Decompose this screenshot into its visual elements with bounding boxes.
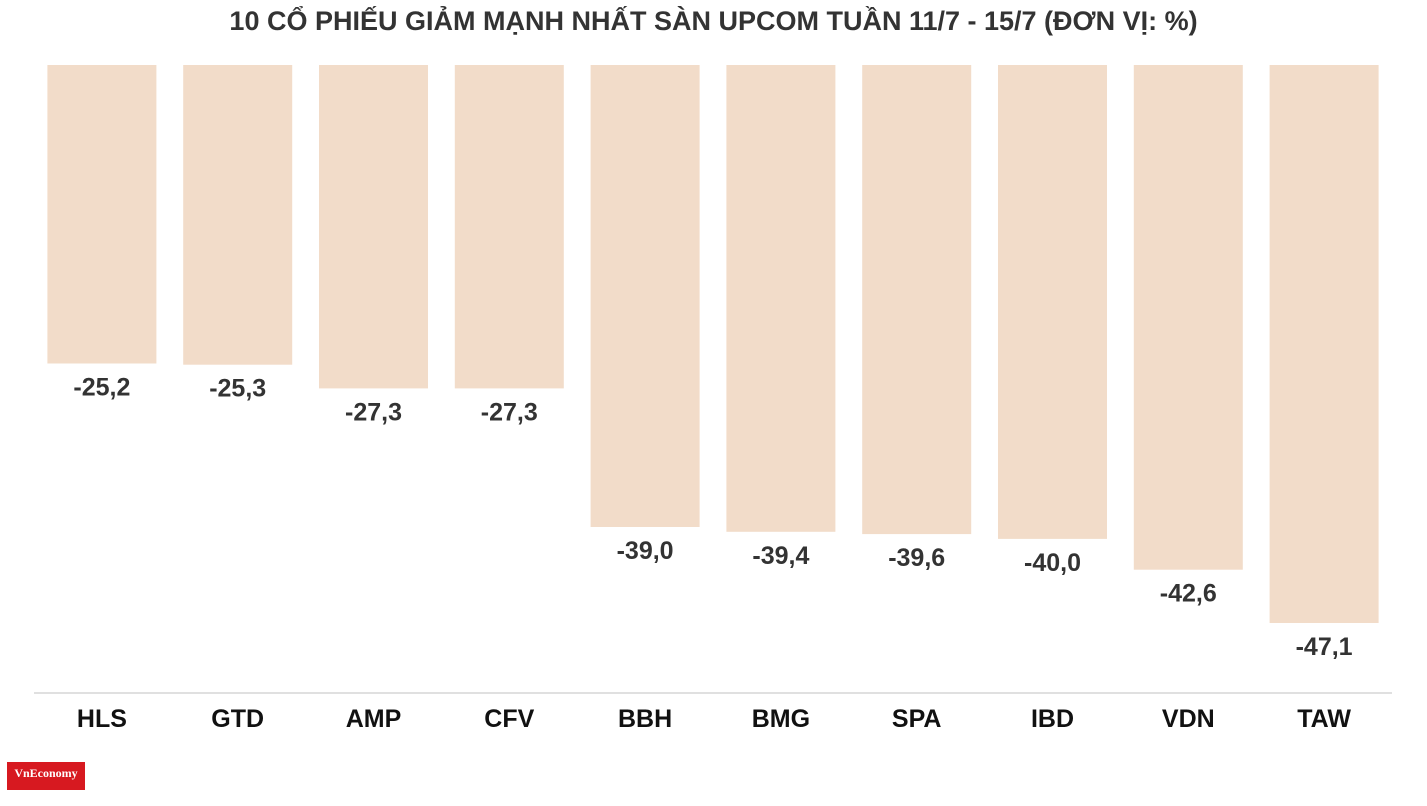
bar-gtd bbox=[183, 65, 293, 365]
bar-vdn bbox=[1133, 65, 1243, 570]
value-labels-layer: -25,2 -25,3 -27,3 -27,3 -39,0 -39,4 -39,6 -40,0… bbox=[73, 374, 1352, 662]
value-label-gtd: -25,3 bbox=[209, 375, 266, 403]
category-label-ibd: IBD bbox=[1031, 705, 1074, 733]
bars-layer bbox=[47, 65, 1379, 623]
chart-title: 10 CỔ PHIẾU GIẢM MẠNH NHẤT SÀN UPCOM TUẦ… bbox=[229, 6, 1198, 36]
value-label-spa: -39,6 bbox=[888, 544, 945, 572]
category-label-spa: SPA bbox=[892, 705, 942, 733]
value-label-vdn: -42,6 bbox=[1160, 580, 1217, 608]
bar-cfv bbox=[454, 65, 564, 389]
category-label-taw: TAW bbox=[1297, 705, 1351, 733]
value-label-taw: -47,1 bbox=[1296, 633, 1353, 661]
bar-hls bbox=[47, 65, 157, 364]
category-label-bbh: BBH bbox=[618, 705, 672, 733]
bar-amp bbox=[319, 65, 428, 389]
category-label-vdn: VDN bbox=[1162, 705, 1215, 733]
category-label-bmg: BMG bbox=[752, 705, 810, 733]
value-label-amp: -27,3 bbox=[345, 398, 402, 426]
value-label-bmg: -39,4 bbox=[752, 542, 809, 570]
bar-bbh bbox=[590, 65, 700, 527]
category-label-amp: AMP bbox=[346, 705, 402, 733]
category-labels-layer: HLS GTD AMP CFV BBH BMG SPA IBD VDN TAW bbox=[77, 705, 1351, 733]
value-label-ibd: -40,0 bbox=[1024, 549, 1081, 577]
category-label-gtd: GTD bbox=[211, 705, 264, 733]
bar-spa bbox=[862, 65, 972, 535]
bar-taw bbox=[1269, 65, 1379, 623]
vneconomy-logo: VnEconomy bbox=[7, 762, 85, 790]
category-label-cfv: CFV bbox=[484, 705, 534, 733]
category-label-hls: HLS bbox=[77, 705, 127, 733]
value-label-cfv: -27,3 bbox=[481, 398, 538, 426]
value-label-bbh: -39,0 bbox=[617, 537, 674, 565]
value-label-hls: -25,2 bbox=[73, 374, 130, 402]
bar-bmg bbox=[726, 65, 836, 532]
bar-ibd bbox=[998, 65, 1107, 539]
logo-text: VnEconomy bbox=[14, 766, 78, 780]
